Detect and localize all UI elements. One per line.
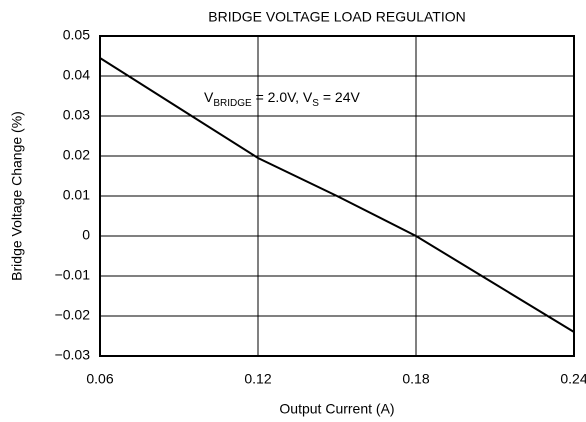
chart-title: BRIDGE VOLTAGE LOAD REGULATION: [208, 9, 466, 25]
y-tick-label: 0: [82, 227, 90, 243]
line-series: [99, 57, 575, 333]
annotation-part: V: [204, 89, 214, 105]
annotation-part: = 24V: [319, 89, 361, 105]
y-tick-label: 0.02: [63, 147, 90, 163]
annotation: VBRIDGE = 2.0V, VS = 24V: [204, 89, 360, 109]
x-tick-label: 0.12: [244, 371, 271, 387]
x-tick-label: 0.06: [86, 371, 113, 387]
x-tick-label: 0.18: [402, 371, 429, 387]
plot-frame: [99, 35, 575, 357]
y-tick-label: 0.03: [63, 107, 90, 123]
y-tick-label: 0.01: [63, 187, 90, 203]
y-tick-label: 0.04: [63, 67, 90, 83]
y-tick-label: −0.01: [55, 267, 91, 283]
y-tick-label: −0.02: [55, 307, 91, 323]
annotation-part: S: [312, 98, 319, 109]
y-tick-label: 0.05: [63, 27, 90, 43]
y-axis-label: Bridge Voltage Change (%): [9, 111, 25, 281]
x-axis-label: Output Current (A): [279, 401, 394, 417]
y-tick-label: −0.03: [55, 347, 91, 363]
annotation-part: = 2.0V, V: [252, 89, 313, 105]
x-tick-label: 0.24: [560, 371, 586, 387]
annotation-part: BRIDGE: [213, 98, 252, 109]
